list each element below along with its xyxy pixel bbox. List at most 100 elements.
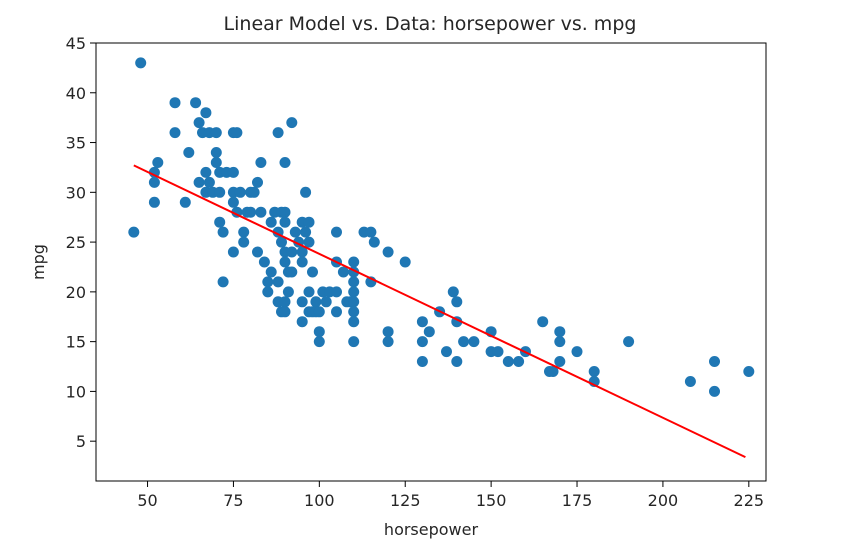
scatter-point <box>169 127 181 139</box>
scatter-point <box>303 236 315 248</box>
scatter-point <box>238 226 250 238</box>
scatter-point <box>348 286 360 298</box>
scatter-point <box>238 236 250 248</box>
scatter-point <box>348 296 360 308</box>
scatter-point <box>227 246 239 258</box>
scatter-point <box>255 206 267 218</box>
scatter-point <box>200 107 212 119</box>
scatter-point <box>248 186 260 198</box>
scatter-point <box>265 216 277 228</box>
scatter-point <box>554 326 566 338</box>
scatter-point <box>279 296 291 308</box>
scatter-point <box>286 266 298 278</box>
scatter-point <box>588 366 600 377</box>
x-tick-label: 200 <box>648 491 679 510</box>
scatter-point <box>313 326 325 338</box>
scatter-point <box>492 346 504 358</box>
scatter-point <box>502 356 514 367</box>
scatter-point <box>571 346 583 358</box>
scatter-point <box>348 306 360 318</box>
scatter-point <box>554 356 566 367</box>
scatter-point <box>234 186 246 198</box>
scatter-point <box>348 276 360 288</box>
scatter-point <box>179 196 191 208</box>
regression-line <box>133 164 746 459</box>
x-tick-label: 75 <box>223 491 243 510</box>
scatter-point <box>348 316 360 328</box>
scatter-point <box>320 296 332 308</box>
scatter-point <box>128 226 140 238</box>
scatter-point <box>217 226 229 238</box>
scatter-point <box>227 166 239 178</box>
x-axis: 50 75 100 125 150 175 200 225 <box>137 481 764 510</box>
scatter-point <box>279 206 291 218</box>
scatter-point <box>303 216 315 228</box>
scatter-point <box>331 286 342 298</box>
scatter-point <box>193 176 205 188</box>
y-tick-label: 5 <box>76 432 86 451</box>
scatter-point <box>365 226 377 238</box>
x-axis-label: horsepower <box>384 520 479 539</box>
scatter-point <box>282 286 294 298</box>
scatter-point <box>265 266 277 278</box>
scatter-point <box>458 336 470 348</box>
chart-title: Linear Model vs. Data: horsepower vs. mp… <box>224 13 637 35</box>
y-tick-label: 10 <box>66 382 86 401</box>
scatter-point <box>183 147 195 158</box>
scatter-point <box>684 376 696 387</box>
scatter-point <box>348 336 360 348</box>
scatter-point <box>382 336 394 348</box>
scatter-point <box>279 256 291 268</box>
scatter-point <box>547 366 559 377</box>
scatter-point <box>451 296 463 308</box>
scatter-point <box>310 296 322 308</box>
scatter-point <box>200 166 212 178</box>
scatter-point <box>331 306 342 318</box>
scatter-point <box>245 206 257 218</box>
y-axis: 5 10 15 20 25 30 35 40 45 <box>66 34 96 451</box>
scatter-point <box>252 246 263 258</box>
scatter-point <box>399 256 411 268</box>
y-tick-label: 40 <box>66 84 86 103</box>
scatter-point <box>148 176 160 188</box>
scatter-point <box>447 286 459 298</box>
scatter-point <box>468 336 480 348</box>
scatter-point <box>262 286 274 298</box>
scatter-point <box>148 196 160 208</box>
scatter-point <box>382 326 394 338</box>
y-tick-label: 20 <box>66 283 86 302</box>
scatter-point <box>337 266 349 278</box>
scatter-point <box>537 316 549 328</box>
scatter-point <box>313 306 325 318</box>
fit-line-group <box>133 164 746 459</box>
scatter-point <box>709 385 720 397</box>
scatter-point <box>307 266 318 278</box>
scatter-point <box>279 216 291 228</box>
scatter-point <box>416 336 428 348</box>
x-tick-label: 125 <box>390 491 421 510</box>
scatter-point <box>279 157 291 168</box>
y-tick-label: 35 <box>66 134 86 153</box>
scatter-point <box>210 127 222 139</box>
scatter-point <box>255 157 267 168</box>
scatter-point <box>272 276 284 288</box>
scatter-point <box>152 157 164 168</box>
scatter-point <box>190 97 202 109</box>
scatter-point <box>279 306 291 318</box>
scatter-point <box>296 246 308 258</box>
scatter-point <box>286 246 298 258</box>
scatter-point <box>289 226 301 238</box>
scatter-point <box>272 127 284 139</box>
y-tick-label: 45 <box>66 34 86 53</box>
scatter-point <box>743 366 755 377</box>
scatter-point <box>296 316 308 328</box>
y-tick-label: 15 <box>66 333 86 352</box>
x-tick-label: 225 <box>734 491 765 510</box>
scatter-point <box>416 356 428 367</box>
scatter-point <box>709 356 720 367</box>
scatter-point <box>169 97 181 109</box>
y-tick-label: 25 <box>66 233 86 252</box>
scatter-point <box>210 157 222 168</box>
scatter-point <box>286 117 298 129</box>
scatter-point <box>252 176 263 188</box>
